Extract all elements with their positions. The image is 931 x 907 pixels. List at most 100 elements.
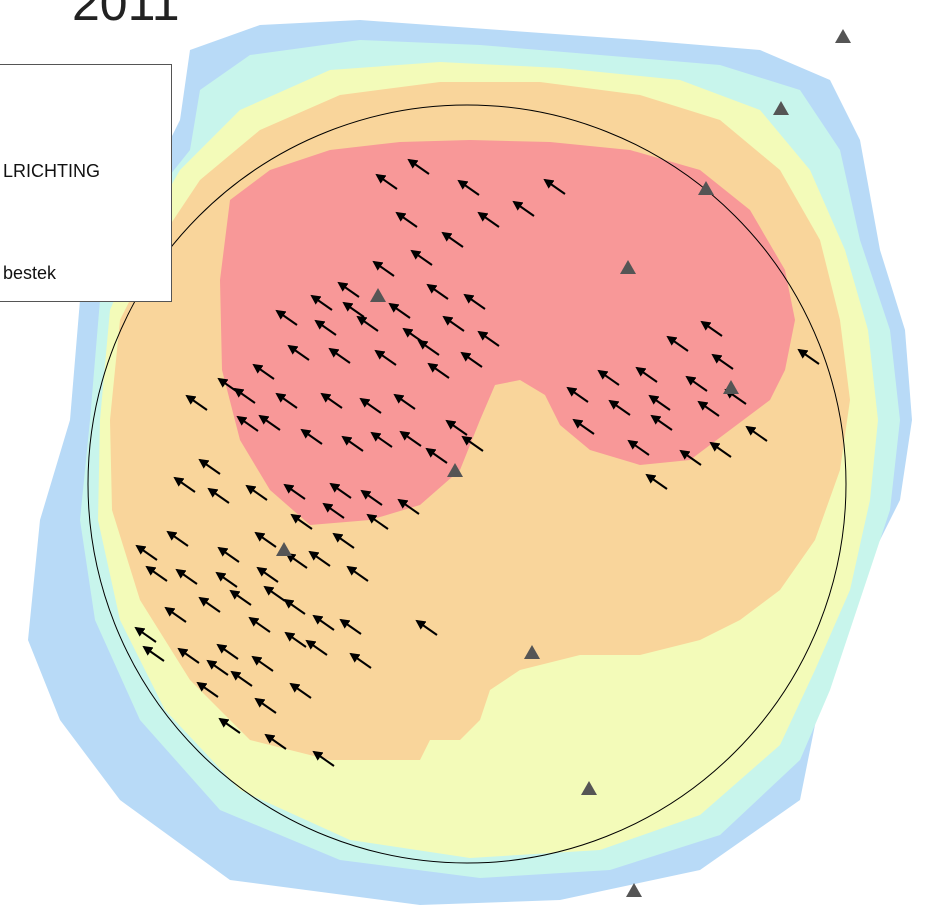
- flow-arrow: [305, 639, 328, 656]
- flow-arrow: [393, 393, 416, 410]
- flow-arrow: [566, 386, 589, 403]
- flow-arrow: [175, 568, 198, 585]
- flow-arrow: [308, 550, 331, 567]
- flow-arrow: [650, 414, 673, 431]
- flow-arrow: [341, 435, 364, 452]
- flow-arrow: [597, 369, 620, 386]
- flow-arrow: [417, 339, 440, 356]
- flow-arrow: [283, 483, 306, 500]
- flow-arrow: [251, 655, 274, 672]
- flow-arrow: [332, 532, 355, 549]
- flow-arrow: [135, 544, 158, 561]
- flow-arrow: [207, 487, 230, 504]
- zone-red: [220, 140, 795, 525]
- flow-arrow: [426, 283, 449, 300]
- flow-arrow: [337, 281, 360, 298]
- flow-arrow: [245, 484, 268, 501]
- survey-circle: [87, 104, 847, 864]
- flow-arrow: [356, 315, 379, 332]
- flow-arrow: [374, 349, 397, 366]
- flow-arrow: [372, 260, 395, 277]
- flow-arrow: [572, 418, 595, 435]
- flow-arrow: [145, 565, 168, 582]
- flow-arrow: [287, 344, 310, 361]
- flow-arrow: [709, 441, 732, 458]
- flow-arrow: [745, 425, 768, 442]
- flow-arrow: [349, 652, 372, 669]
- flow-arrow: [679, 449, 702, 466]
- flow-arrow: [442, 315, 465, 332]
- flow-arrow: [397, 498, 420, 515]
- flow-arrow: [700, 320, 723, 337]
- station-marker-icon: [524, 645, 540, 659]
- legend-box: LRICHTING bestek: [0, 64, 172, 302]
- station-marker-icon: [370, 288, 386, 302]
- flow-arrow: [797, 348, 820, 365]
- flow-arrow: [685, 375, 708, 392]
- flow-arrow: [627, 439, 650, 456]
- flow-arrow: [198, 458, 221, 475]
- map-title: 2011: [72, 0, 180, 31]
- flow-arrow: [236, 415, 259, 432]
- flow-arrow: [275, 392, 298, 409]
- flow-arrow: [477, 330, 500, 347]
- station-marker-icon: [620, 260, 636, 274]
- station-markers: [276, 29, 851, 897]
- station-marker-icon: [626, 883, 642, 897]
- flow-arrow: [457, 179, 480, 196]
- flow-arrow: [173, 476, 196, 493]
- flow-arrow: [359, 397, 382, 414]
- flow-arrow: [463, 293, 486, 310]
- flow-arrow: [328, 347, 351, 364]
- flow-arrow: [711, 353, 734, 370]
- station-marker-icon: [447, 463, 463, 477]
- flow-arrow: [230, 670, 253, 687]
- flow-arrow: [233, 387, 256, 404]
- station-marker-icon: [581, 781, 597, 795]
- flow-arrow: [314, 319, 337, 336]
- flow-arrow: [166, 530, 189, 547]
- flow-arrow: [477, 211, 500, 228]
- flow-arrow: [254, 531, 277, 548]
- flow-arrow: [608, 399, 631, 416]
- flow-arrow: [263, 585, 286, 602]
- flow-arrow: [645, 473, 668, 490]
- flow-arrow: [217, 546, 240, 563]
- flow-arrow: [142, 645, 165, 662]
- flow-arrow: [339, 618, 362, 635]
- flow-arrow: [312, 750, 335, 767]
- station-marker-icon: [773, 101, 789, 115]
- flow-arrow: [285, 552, 308, 569]
- flow-arrow: [399, 430, 422, 447]
- station-marker-icon: [723, 380, 739, 394]
- flow-arrows: [134, 158, 820, 767]
- flow-arrow: [666, 335, 689, 352]
- flow-arrow: [320, 392, 343, 409]
- flow-arrow: [360, 489, 383, 506]
- flow-arrow: [697, 400, 720, 417]
- flow-arrow: [512, 200, 535, 217]
- flow-arrow: [290, 513, 313, 530]
- flow-arrow: [375, 173, 398, 190]
- flow-arrow: [425, 447, 448, 464]
- flow-arrow: [543, 178, 566, 195]
- flow-arrow: [177, 647, 200, 664]
- flow-arrow: [461, 435, 484, 452]
- flow-arrow: [648, 394, 671, 411]
- flow-arrow: [264, 733, 287, 750]
- flow-arrow: [284, 631, 307, 648]
- flow-arrow: [218, 717, 241, 734]
- flow-arrow: [196, 681, 219, 698]
- flow-arrow: [310, 294, 333, 311]
- flow-arrow: [460, 351, 483, 368]
- flow-arrow: [289, 682, 312, 699]
- flow-arrow: [388, 302, 411, 319]
- flow-arrow: [329, 482, 352, 499]
- legend-label-richting: LRICHTING: [3, 161, 101, 181]
- flow-arrow: [185, 394, 208, 411]
- flow-arrow: [445, 419, 468, 436]
- flow-arrow: [635, 366, 658, 383]
- flow-arrow: [300, 428, 323, 445]
- flow-arrow: [342, 301, 365, 318]
